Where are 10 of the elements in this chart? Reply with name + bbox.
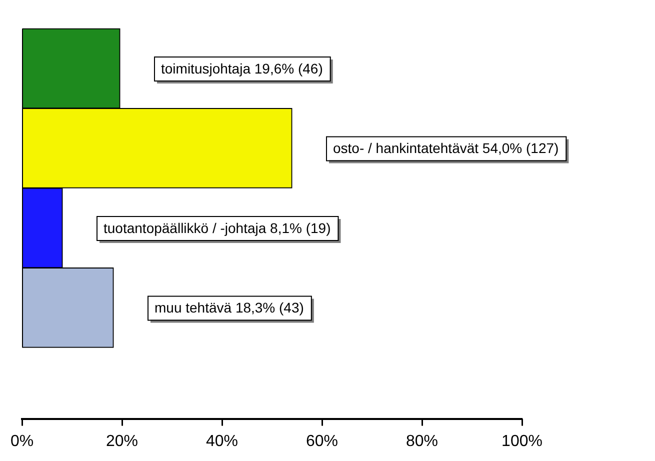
data-label: osto- / hankintatehtävät 54,0% (127) xyxy=(333,140,559,156)
x-tick-label: 100% xyxy=(502,432,542,450)
x-tick-label: 60% xyxy=(306,432,338,450)
data-label: toimitusjohtaja 19,6% (46) xyxy=(161,60,323,76)
x-tick-label: 80% xyxy=(406,432,438,450)
x-tick-label: 0% xyxy=(10,432,34,450)
data-label: tuotantopäällikkö / -johtaja 8,1% (19) xyxy=(104,220,331,236)
x-tick-label: 40% xyxy=(206,432,238,450)
x-tick-label: 20% xyxy=(106,432,138,450)
data-label: muu tehtävä 18,3% (43) xyxy=(154,300,304,316)
